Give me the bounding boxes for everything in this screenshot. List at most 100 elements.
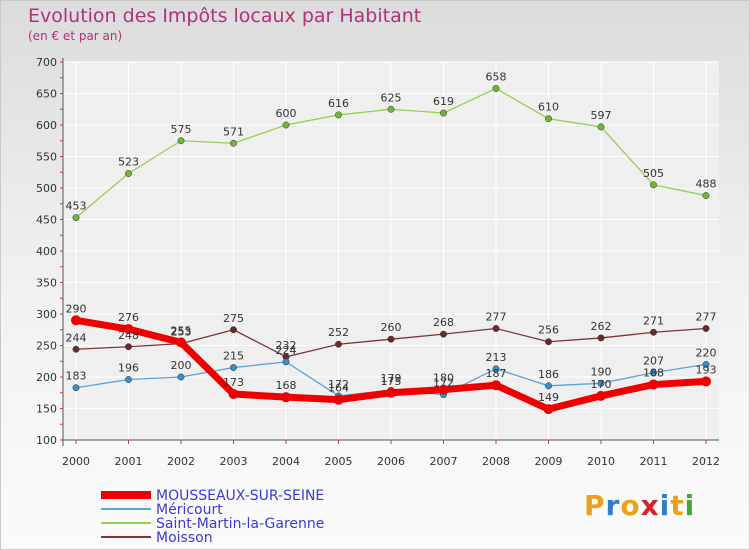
- data-point-moisson: [387, 335, 395, 343]
- data-label-mousseaux-sur-seine: 255: [171, 324, 192, 337]
- data-label-mericourt: 215: [223, 350, 244, 363]
- logo-letter: i: [659, 489, 671, 522]
- legend-label-moisson: Moisson: [156, 530, 213, 546]
- y-tick-label: 650: [36, 88, 57, 101]
- x-tick-label: 2003: [220, 455, 248, 468]
- data-point-mousseaux-sur-seine: [701, 376, 711, 387]
- data-point-mousseaux-sur-seine: [281, 392, 291, 403]
- data-label-mericourt: 224: [276, 344, 297, 357]
- x-tick-label: 2012: [692, 455, 720, 468]
- data-point-saint-martin-la-garenne: [545, 115, 552, 123]
- y-tick-label: 200: [36, 371, 57, 384]
- data-point-mousseaux-sur-seine: [71, 315, 81, 326]
- data-point-mericourt: [597, 379, 605, 387]
- y-tick-label: 700: [36, 56, 57, 69]
- data-point-mousseaux-sur-seine: [123, 324, 134, 335]
- data-point-mousseaux-sur-seine: [648, 379, 659, 390]
- data-point-saint-martin-la-garenne: [177, 137, 185, 145]
- data-label-mericourt: 196: [118, 362, 139, 375]
- data-point-mericourt: [72, 384, 80, 392]
- data-point-mericourt: [230, 364, 237, 371]
- data-point-saint-martin-la-garenne: [387, 105, 395, 113]
- data-point-mericourt: [545, 382, 552, 390]
- legend-label-mousseaux-sur-seine: MOUSSEAUX-SUR-SEINE: [156, 488, 324, 504]
- data-label-saint-martin-la-garenne: 571: [223, 125, 244, 138]
- data-point-mousseaux-sur-seine: [228, 389, 239, 400]
- data-label-moisson: 232: [276, 339, 297, 352]
- data-label-saint-martin-la-garenne: 523: [118, 156, 139, 169]
- data-label-mousseaux-sur-seine: 175: [381, 375, 402, 388]
- data-label-mousseaux-sur-seine: 290: [66, 302, 87, 315]
- data-label-saint-martin-la-garenne: 625: [381, 91, 402, 104]
- legend-label-mericourt: Méricourt: [156, 502, 223, 518]
- y-tick-label: 300: [36, 308, 57, 321]
- data-label-moisson: 271: [643, 314, 664, 327]
- x-tick-label: 2002: [167, 455, 195, 468]
- logo-letter: P: [584, 489, 606, 522]
- data-label-moisson: 244: [66, 331, 87, 344]
- chart-subtitle: (en € et par an): [28, 29, 123, 43]
- data-label-mousseaux-sur-seine: 168: [276, 379, 297, 392]
- data-label-mousseaux-sur-seine: 164: [328, 382, 349, 395]
- x-tick-label: 2006: [377, 455, 405, 468]
- data-label-moisson: 262: [591, 320, 612, 333]
- y-tick-label: 350: [36, 277, 57, 290]
- data-point-mericourt: [492, 365, 500, 373]
- logo-letter: t: [670, 489, 685, 522]
- data-label-moisson: 275: [223, 312, 244, 325]
- data-label-mericourt: 207: [643, 355, 664, 368]
- data-label-moisson: 260: [381, 321, 402, 334]
- data-point-mericourt: [177, 373, 185, 381]
- data-label-mericourt: 190: [591, 365, 612, 378]
- data-point-moisson: [492, 325, 500, 332]
- data-point-mericourt: [702, 360, 710, 368]
- data-label-mousseaux-sur-seine: 173: [223, 376, 244, 389]
- data-point-mousseaux-sur-seine: [333, 394, 344, 405]
- y-tick-label: 150: [36, 403, 57, 416]
- data-label-saint-martin-la-garenne: 619: [433, 95, 454, 108]
- data-label-mousseaux-sur-seine: 188: [643, 367, 664, 380]
- data-label-moisson: 248: [118, 329, 139, 342]
- data-point-moisson: [597, 334, 605, 342]
- data-label-mousseaux-sur-seine: 170: [591, 378, 612, 391]
- x-tick-label: 2011: [640, 455, 668, 468]
- data-label-mericourt: 172: [433, 377, 454, 390]
- data-label-mericourt: 220: [696, 346, 717, 359]
- data-label-mericourt: 186: [538, 368, 559, 381]
- data-label-moisson: 268: [433, 316, 454, 329]
- data-point-saint-martin-la-garenne: [335, 111, 342, 119]
- data-label-saint-martin-la-garenne: 600: [276, 107, 297, 120]
- logo-letter: x: [640, 489, 660, 522]
- data-point-saint-martin-la-garenne: [125, 170, 132, 177]
- data-label-mericourt: 183: [66, 370, 87, 383]
- x-tick-label: 2000: [62, 455, 90, 468]
- logo-letter: i: [684, 489, 696, 522]
- data-point-saint-martin-la-garenne: [492, 85, 500, 92]
- data-label-saint-martin-la-garenne: 658: [486, 70, 507, 83]
- data-label-mousseaux-sur-seine: 193: [696, 363, 717, 376]
- data-label-mericourt: 172: [328, 378, 349, 391]
- y-tick-label: 500: [36, 182, 57, 195]
- data-point-saint-martin-la-garenne: [230, 139, 237, 147]
- data-label-mousseaux-sur-seine: 180: [433, 372, 454, 385]
- data-point-mericourt: [125, 376, 132, 383]
- data-point-moisson: [125, 343, 132, 351]
- data-point-moisson: [545, 338, 552, 346]
- data-point-moisson: [335, 340, 342, 348]
- data-point-mousseaux-sur-seine: [438, 384, 449, 395]
- x-tick-label: 2009: [535, 455, 563, 468]
- data-point-saint-martin-la-garenne: [597, 123, 605, 131]
- x-tick-label: 2008: [482, 455, 510, 468]
- data-label-saint-martin-la-garenne: 610: [538, 101, 559, 114]
- data-point-mousseaux-sur-seine: [386, 387, 396, 398]
- data-point-mousseaux-sur-seine: [596, 390, 606, 401]
- data-label-mousseaux-sur-seine: 149: [538, 391, 559, 404]
- x-tick-label: 2004: [272, 455, 300, 468]
- x-tick-label: 2010: [587, 455, 615, 468]
- data-label-saint-martin-la-garenne: 453: [66, 200, 87, 213]
- legend-label-saint-martin-la-garenne: Saint-Martin-la-Garenne: [156, 516, 324, 532]
- data-label-mousseaux-sur-seine: 276: [118, 311, 139, 324]
- x-tick-label: 2007: [430, 455, 458, 468]
- data-label-saint-martin-la-garenne: 616: [328, 97, 349, 110]
- chart-title: Evolution des Impôts locaux par Habitant: [28, 5, 422, 27]
